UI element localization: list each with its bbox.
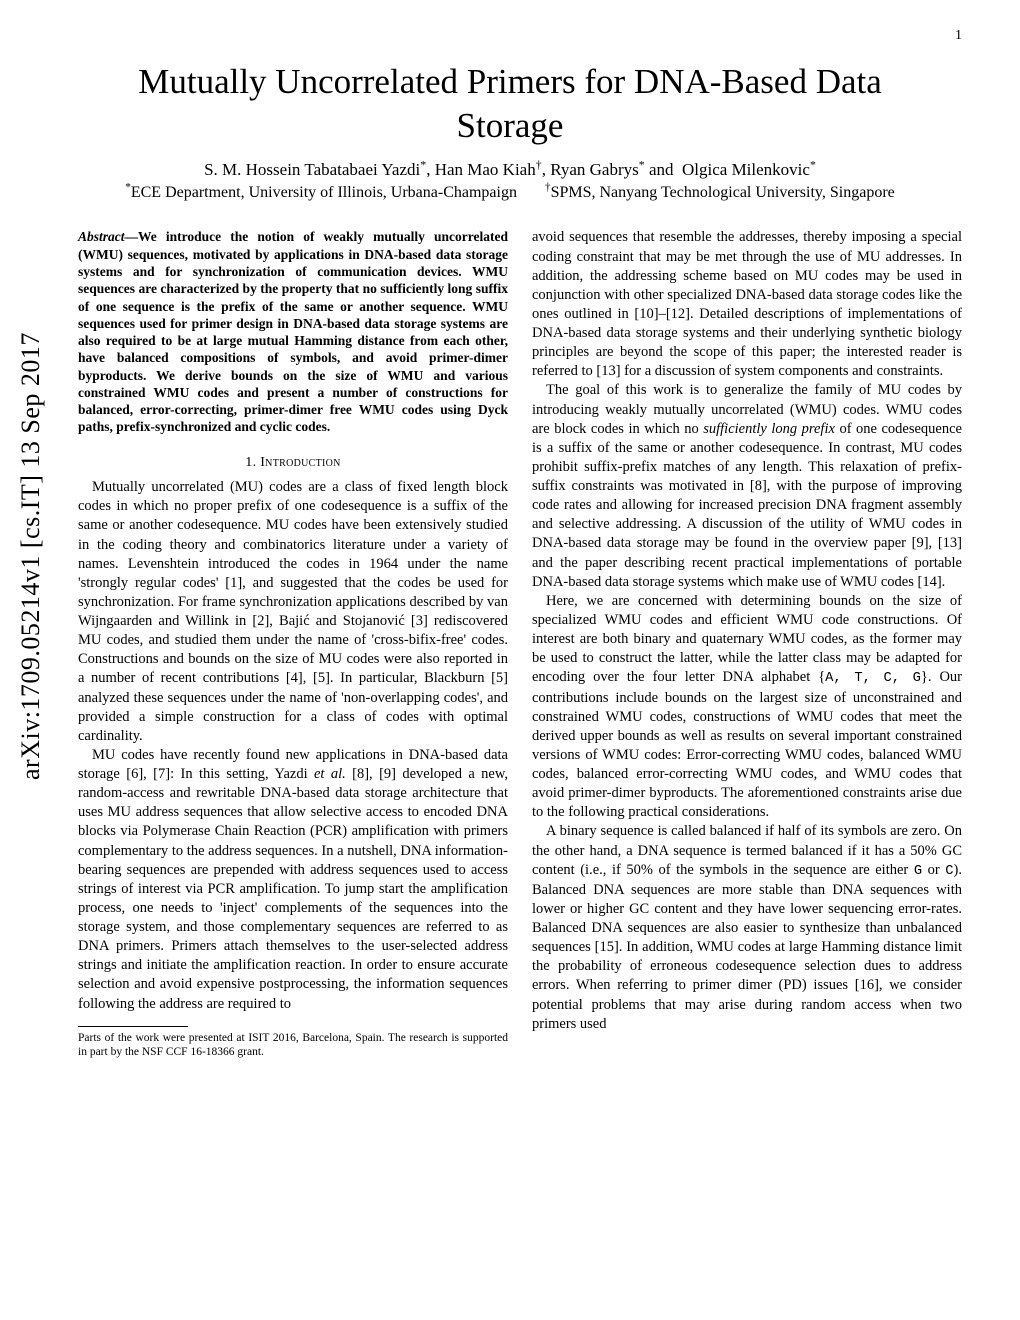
rp4-b: ). Balanced DNA sequences are more stabl…	[532, 862, 962, 1032]
authors-text: S. M. Hossein Tabatabaei Yazdi*, Han Mao…	[204, 160, 816, 179]
letter-g: G	[914, 864, 922, 879]
right-paragraph-1: avoid sequences that resemble the addres…	[532, 228, 962, 381]
section-1-heading: 1. Introduction	[78, 454, 508, 472]
authors-line: S. M. Hossein Tabatabaei Yazdi*, Han Mao…	[58, 158, 962, 181]
rp4-or: or	[922, 862, 945, 878]
rp3-b: }. Our contributions include bounds on t…	[532, 669, 962, 820]
rp4-a: A binary sequence is called balanced if …	[532, 823, 962, 877]
footnote-text: Parts of the work were presented at ISIT…	[78, 1031, 508, 1060]
two-column-body: Abstract—We introduce the notion of weak…	[78, 228, 962, 1059]
right-paragraph-2: The goal of this work is to generalize t…	[532, 381, 962, 591]
section-name: Introduction	[260, 455, 340, 470]
affiliations-line: *ECE Department, University of Illinois,…	[58, 182, 962, 202]
page: 1 arXiv:1709.05214v1 [cs.IT] 13 Sep 2017…	[0, 0, 1020, 1320]
abstract-label: Abstract	[78, 229, 125, 244]
page-number: 1	[955, 28, 962, 44]
et-al: et al.	[314, 766, 346, 782]
right-paragraph-4: A binary sequence is called balanced if …	[532, 822, 962, 1033]
p2-part-b: [8], [9] developed a new, random-access …	[78, 766, 508, 1012]
intro-paragraph-1: Mutually uncorrelated (MU) codes are a c…	[78, 478, 508, 746]
sufficiently-long-prefix: sufficiently long prefix	[703, 421, 835, 437]
affiliation-right: †SPMS, Nanyang Technological University,…	[545, 184, 895, 201]
left-column: Abstract—We introduce the notion of weak…	[78, 228, 508, 1059]
right-paragraph-3: Here, we are concerned with determining …	[532, 592, 962, 823]
right-column: avoid sequences that resemble the addres…	[532, 228, 962, 1059]
abstract-text: —We introduce the notion of weakly mutua…	[78, 229, 508, 434]
intro-paragraph-2: MU codes have recently found new applica…	[78, 746, 508, 1014]
arxiv-stamp: arXiv:1709.05214v1 [cs.IT] 13 Sep 2017	[16, 332, 46, 780]
paper-title: Mutually Uncorrelated Primers for DNA-Ba…	[98, 60, 922, 148]
section-number: 1.	[245, 455, 256, 470]
rp2-b: of one codesequence is a suffix of the s…	[532, 421, 962, 590]
letter-c: C	[945, 864, 953, 879]
abstract-block: Abstract—We introduce the notion of weak…	[78, 228, 508, 435]
footnote-rule	[78, 1026, 188, 1027]
dna-alphabet: A, T, C, G	[825, 671, 921, 686]
affiliation-left: *ECE Department, University of Illinois,…	[125, 184, 517, 201]
